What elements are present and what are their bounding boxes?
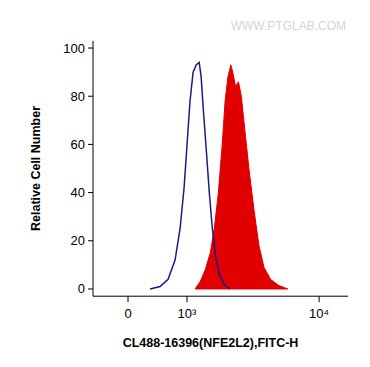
x-tick — [319, 296, 320, 302]
y-tick — [88, 192, 93, 193]
y-tick — [88, 288, 93, 289]
y-tick-label: 100 — [63, 41, 85, 56]
x-tick — [128, 296, 129, 302]
x-tick-label: 10³ — [178, 306, 197, 321]
plot-area — [150, 62, 288, 288]
area — [195, 65, 288, 289]
y-axis-label: Relative Cell Number — [29, 106, 43, 231]
y-tick-label: 40 — [71, 185, 85, 200]
y-tick-label: 20 — [71, 233, 85, 248]
x-axis-label: CL488-16396(NFE2L2),FITC-H — [123, 336, 299, 350]
y-tick-label: 60 — [71, 137, 85, 152]
y-tick — [88, 48, 93, 49]
y-tick — [88, 144, 93, 145]
watermark: WWW.PTGLAB.COM — [231, 19, 346, 33]
y-tick — [88, 96, 93, 97]
x-tick-label: 10⁴ — [309, 306, 329, 321]
y-tick-label: 0 — [78, 281, 85, 296]
x-tick-label: 0 — [124, 306, 131, 321]
line — [150, 62, 230, 288]
x-axis — [93, 296, 348, 297]
y-tick-label: 80 — [71, 89, 85, 104]
y-tick — [88, 240, 93, 241]
x-tick — [187, 296, 188, 302]
y-axis — [93, 41, 94, 296]
chart: WWW.PTGLAB.COM 0 20 40 60 80 100 0 10³ 10⁴ CL488-1… — [0, 0, 370, 367]
